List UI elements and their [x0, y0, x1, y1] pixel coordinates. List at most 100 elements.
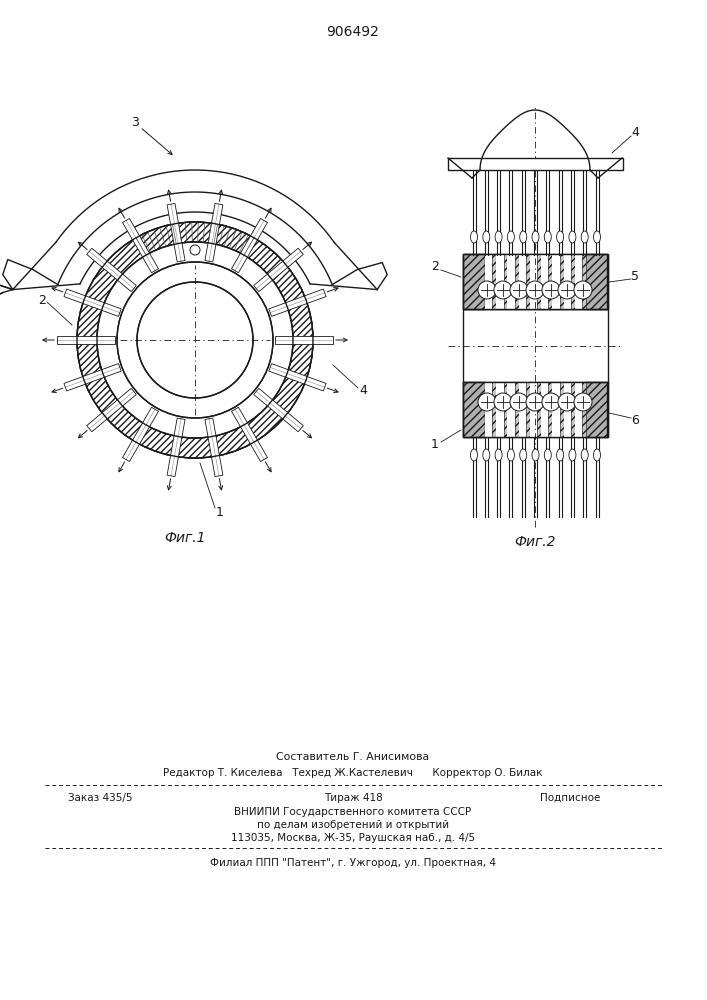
Text: 1: 1 — [216, 506, 224, 520]
Bar — [552, 382, 560, 437]
Bar — [526, 382, 530, 437]
Bar — [549, 254, 552, 309]
Ellipse shape — [532, 449, 539, 461]
Text: 3: 3 — [131, 115, 139, 128]
Bar — [560, 254, 563, 309]
Text: 6: 6 — [631, 414, 639, 426]
Bar — [503, 382, 508, 437]
Ellipse shape — [508, 449, 515, 461]
Ellipse shape — [544, 231, 551, 243]
Bar — [541, 254, 549, 309]
Bar — [537, 254, 541, 309]
Bar — [571, 254, 575, 309]
Text: 906492: 906492 — [327, 25, 380, 39]
Circle shape — [510, 281, 528, 299]
Bar — [530, 382, 537, 437]
Text: Филиал ППП "Патент", г. Ужгород, ул. Проектная, 4: Филиал ППП "Патент", г. Ужгород, ул. Про… — [210, 858, 496, 868]
Ellipse shape — [470, 449, 477, 461]
Ellipse shape — [508, 231, 515, 243]
Ellipse shape — [532, 231, 539, 243]
Ellipse shape — [77, 222, 313, 458]
Polygon shape — [87, 248, 136, 292]
Ellipse shape — [483, 449, 490, 461]
Bar — [563, 254, 571, 309]
Circle shape — [558, 281, 576, 299]
Polygon shape — [64, 289, 121, 316]
Ellipse shape — [556, 449, 563, 461]
Polygon shape — [87, 388, 136, 432]
Ellipse shape — [470, 231, 477, 243]
Text: 2: 2 — [38, 294, 46, 306]
Ellipse shape — [593, 231, 600, 243]
Polygon shape — [205, 418, 223, 477]
Bar — [575, 382, 582, 437]
Text: 113035, Москва, Ж-35, Раушская наб., д. 4/5: 113035, Москва, Ж-35, Раушская наб., д. … — [231, 833, 475, 843]
Bar — [541, 382, 549, 437]
Text: 4: 4 — [359, 383, 367, 396]
Ellipse shape — [483, 231, 490, 243]
Bar — [463, 254, 485, 309]
Circle shape — [574, 393, 592, 411]
Bar — [530, 254, 537, 309]
Text: Фиг.2: Фиг.2 — [514, 535, 556, 549]
Circle shape — [526, 281, 544, 299]
Circle shape — [510, 393, 528, 411]
Ellipse shape — [569, 449, 576, 461]
Polygon shape — [231, 407, 267, 462]
Circle shape — [558, 393, 576, 411]
Ellipse shape — [593, 449, 600, 461]
Bar — [575, 254, 582, 309]
Ellipse shape — [581, 231, 588, 243]
Bar — [503, 254, 508, 309]
Bar — [582, 382, 586, 437]
Polygon shape — [254, 388, 303, 432]
Bar — [463, 309, 608, 383]
Circle shape — [494, 281, 512, 299]
Bar — [537, 382, 541, 437]
Bar — [485, 382, 492, 437]
Ellipse shape — [117, 262, 273, 418]
Ellipse shape — [495, 231, 502, 243]
Bar — [549, 382, 552, 437]
Polygon shape — [269, 364, 326, 391]
Bar — [496, 254, 503, 309]
Bar — [463, 382, 608, 437]
Polygon shape — [167, 203, 185, 262]
Polygon shape — [205, 203, 223, 262]
Circle shape — [574, 281, 592, 299]
Bar — [492, 254, 496, 309]
Text: Заказ 435/5: Заказ 435/5 — [68, 793, 132, 803]
Bar — [552, 254, 560, 309]
Polygon shape — [0, 280, 13, 303]
Ellipse shape — [569, 231, 576, 243]
Ellipse shape — [97, 242, 293, 438]
Circle shape — [542, 281, 560, 299]
Ellipse shape — [556, 231, 563, 243]
Text: 4: 4 — [631, 126, 639, 139]
Circle shape — [478, 281, 496, 299]
Bar — [582, 254, 586, 309]
Polygon shape — [167, 418, 185, 477]
Bar — [515, 254, 519, 309]
Bar — [526, 254, 530, 309]
Circle shape — [542, 393, 560, 411]
Bar — [496, 382, 503, 437]
Bar — [515, 382, 519, 437]
Text: Подписное: Подписное — [540, 793, 600, 803]
Bar — [519, 382, 526, 437]
Bar — [492, 382, 496, 437]
Polygon shape — [122, 218, 158, 273]
Circle shape — [526, 393, 544, 411]
Text: Составитель Г. Анисимова: Составитель Г. Анисимова — [276, 752, 430, 762]
Bar — [571, 382, 575, 437]
Polygon shape — [275, 336, 333, 344]
Bar — [563, 382, 571, 437]
Text: 2: 2 — [431, 260, 439, 273]
Polygon shape — [254, 248, 303, 292]
Text: Редактор Т. Киселева   Техред Ж.Кастелевич      Корректор О. Билак: Редактор Т. Киселева Техред Ж.Кастелевич… — [163, 768, 543, 778]
Polygon shape — [57, 336, 115, 344]
Circle shape — [478, 393, 496, 411]
Text: ВНИИПИ Государственного комитета СССР: ВНИИПИ Государственного комитета СССР — [235, 807, 472, 817]
Bar — [463, 382, 608, 437]
Bar — [508, 382, 515, 437]
